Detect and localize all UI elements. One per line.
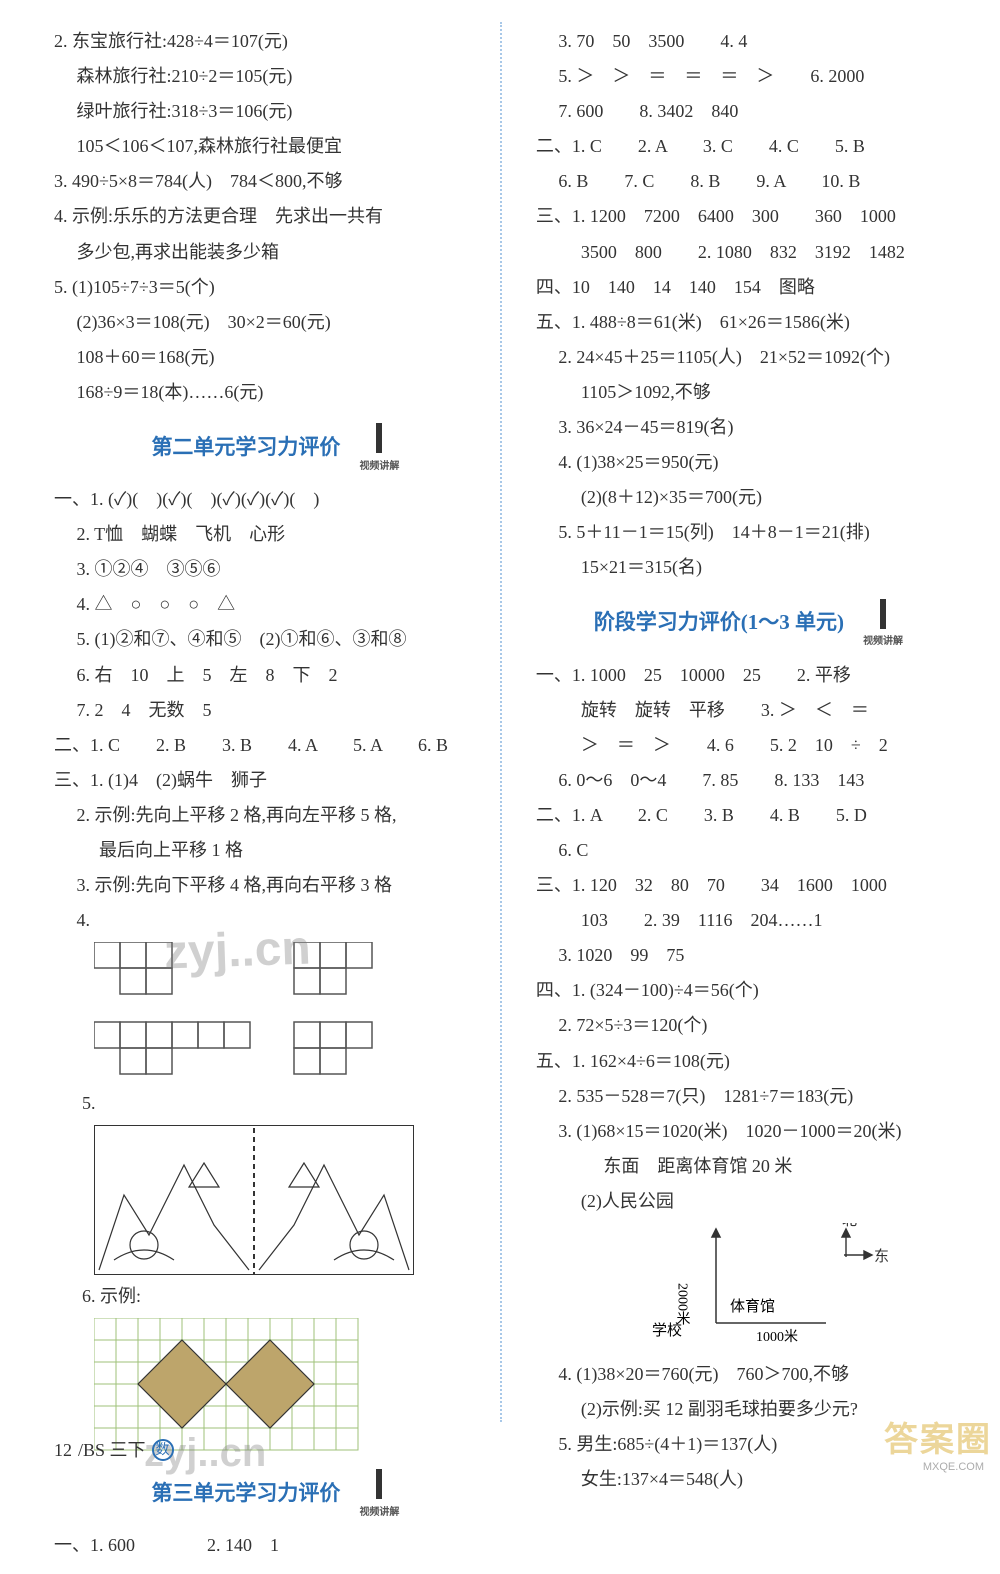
text-line: 6. C — [536, 833, 970, 868]
unit2-title: 第二单元学习力评价 — [151, 427, 340, 468]
text-line: 15×21＝315(名) — [536, 550, 970, 585]
text-line: 6. 0～6 0～4 7. 85 8. 133 143 — [536, 763, 970, 798]
text-line: 168÷9＝18(本)……6(元) — [54, 375, 506, 410]
text-line: 103 2. 39 1116 204……1 — [536, 903, 970, 938]
figure-4-svg — [94, 942, 394, 1082]
text-line: 旋转 旋转 平移 3. ＞ ＜ ＝ — [536, 693, 970, 728]
text-line: 108＋60＝168(元) — [54, 340, 506, 375]
text-line: 一、1. (✓)( )(✓)( )(✓)(✓)(✓)( ) — [54, 482, 506, 517]
text-line: 四、10 140 14 140 154 图略 — [536, 270, 970, 305]
map-gym: 体育馆 — [730, 1298, 775, 1315]
svg-text:M: M — [246, 1125, 262, 1127]
brand-url: MXQE.COM — [923, 1457, 984, 1478]
text-line: 最后向上平移 1 格 — [54, 833, 506, 868]
text-line: 3. 1020 99 75 — [536, 938, 970, 973]
map-svg: 2000米 1000米 体育馆 学校 北 东 — [646, 1223, 906, 1353]
text-line: 3. 示例:先向下平移 4 格,再向右平移 3 格 — [54, 868, 506, 903]
text-line: 7. 2 4 无数 5 — [54, 693, 506, 728]
qr-icon: 视频讲解 — [350, 418, 408, 476]
text-line: 2. 24×45＋25＝1105(人) 21×52＝1092(个) — [536, 340, 970, 375]
text-line: 5. (1)105÷7÷3＝5(个) — [54, 270, 506, 305]
text-line: 三、1. (1)4 (2)蜗牛 狮子 — [54, 763, 506, 798]
unit3-block: 一、1. 600 2. 140 1 — [54, 1528, 506, 1563]
text-line: 2. 535－528＝7(只) 1281÷7＝183(元) — [536, 1079, 970, 1114]
svg-text:北: 北 — [842, 1223, 857, 1229]
unit3-title: 第三单元学习力评价 — [151, 1473, 340, 1514]
text-line: 3. ①②④ ③⑤⑥ — [54, 552, 506, 587]
page-number: 12 — [54, 1433, 72, 1468]
q5-label: 5. — [54, 1086, 506, 1121]
unit2-title-row: 第二单元学习力评价 视频讲解 — [54, 418, 506, 476]
left-column: 2. 东宝旅行社:428÷4＝107(元) 森林旅行社:210÷2＝105(元)… — [54, 24, 506, 1564]
text-line: (2)(8＋12)×35＝700(元) — [536, 480, 970, 515]
text-line: 2. T恤 蝴蝶 飞机 心形 — [54, 517, 506, 552]
stage-block: 一、1. 1000 25 10000 25 2. 平移 旋转 旋转 平移 3. … — [536, 658, 970, 1220]
map-dist2: 1000米 — [756, 1329, 798, 1345]
left-pre-block: 2. 东宝旅行社:428÷4＝107(元) 森林旅行社:210÷2＝105(元)… — [54, 24, 506, 410]
text-line: 3. 70 50 3500 4. 4 — [536, 24, 970, 59]
footer-circle-icon: 数 — [152, 1439, 174, 1461]
figure-4-grid — [94, 942, 506, 1082]
text-line: 3. 36×24－45＝819(名) — [536, 410, 970, 445]
text-line: 3. (1)68×15＝1020(米) 1020－1000＝20(米) — [536, 1114, 970, 1149]
text-line: 绿叶旅行社:318÷3＝106(元) — [54, 94, 506, 129]
text-line: 2. 东宝旅行社:428÷4＝107(元) — [54, 24, 506, 59]
text-line: 6. B 7. C 8. B 9. A 10. B — [536, 164, 970, 199]
figure-5-mirror: M N — [94, 1125, 506, 1275]
text-line: 5. ＞ ＞ ＝ ＝ ＝ ＞ 6. 2000 — [536, 59, 970, 94]
text-line: 五、1. 488÷8＝61(米) 61×26＝1586(米) — [536, 305, 970, 340]
text-line: 东面 距离体育馆 20 米 — [536, 1149, 970, 1184]
qr-icon: 视频讲解 — [854, 594, 912, 652]
page-code: /BS 三下 — [78, 1433, 146, 1468]
text-line: 一、1. 1000 25 10000 25 2. 平移 — [536, 658, 970, 693]
text-line: 四、1. (324－100)÷4＝56(个) — [536, 973, 970, 1008]
text-line: 3. 490÷5×8＝784(人) 784＜800,不够 — [54, 164, 506, 199]
text-line: 五、1. 162×4÷6＝108(元) — [536, 1044, 970, 1079]
page-footer: 12 /BS 三下 数 — [54, 1433, 174, 1468]
qr-icon: 视频讲解 — [350, 1464, 408, 1522]
text-line: ＞ ＝ ＞ 4. 6 5. 2 10 ÷ 2 — [536, 728, 970, 763]
text-line: 二、1. C 2. B 3. B 4. A 5. A 6. B — [54, 728, 506, 763]
right-top-block: 3. 70 50 3500 4. 4 5. ＞ ＞ ＝ ＝ ＝ ＞ 6. 200… — [536, 24, 970, 586]
text-line: (2)人民公园 — [536, 1184, 970, 1219]
text-line: 4. △ ○ ○ ○ △ — [54, 587, 506, 622]
text-line: 森林旅行社:210÷2＝105(元) — [54, 59, 506, 94]
text-line: 4. — [54, 903, 506, 938]
unit2-block: 一、1. (✓)( )(✓)( )(✓)(✓)(✓)( ) 2. T恤 蝴蝶 飞… — [54, 482, 506, 938]
map-diagram: 2000米 1000米 体育馆 学校 北 东 — [646, 1223, 970, 1353]
text-line: 三、1. 1200 7200 6400 300 360 1000 — [536, 199, 970, 234]
text-line: 2. 72×5÷3＝120(个) — [536, 1008, 970, 1043]
text-line: 4. (1)38×20＝760(元) 760＞700,不够 — [536, 1357, 970, 1392]
map-school: 学校 — [652, 1322, 682, 1339]
text-line: 5. (1)②和⑦、④和⑤ (2)①和⑥、③和⑧ — [54, 622, 506, 657]
map-dist1: 2000米 — [674, 1283, 690, 1325]
text-line: 二、1. C 2. A 3. C 4. C 5. B — [536, 129, 970, 164]
svg-text:东: 东 — [874, 1248, 889, 1265]
stage-title: 阶段学习力评价(1～3 单元) — [594, 602, 844, 643]
page-root: 2. 东宝旅行社:428÷4＝107(元) 森林旅行社:210÷2＝105(元)… — [0, 0, 1000, 1574]
text-line: 3500 800 2. 1080 832 3192 1482 — [536, 235, 970, 270]
text-line: 二、1. A 2. C 3. B 4. B 5. D — [536, 798, 970, 833]
text-line: 7. 600 8. 3402 840 — [536, 94, 970, 129]
right-column: 3. 70 50 3500 4. 4 5. ＞ ＞ ＝ ＝ ＝ ＞ 6. 200… — [518, 24, 970, 1564]
text-line: 1105＞1092,不够 — [536, 375, 970, 410]
text-line: (2)36×3＝108(元) 30×2＝60(元) — [54, 305, 506, 340]
text-line: 4. (1)38×25＝950(元) — [536, 445, 970, 480]
stage-title-row: 阶段学习力评价(1～3 单元) 视频讲解 — [536, 594, 970, 652]
text-line: 6. 右 10 上 5 左 8 下 2 — [54, 658, 506, 693]
text-line: 一、1. 600 2. 140 1 — [54, 1528, 506, 1563]
figure-5-svg: M N — [94, 1125, 414, 1275]
text-line: 5. 5＋11－1＝15(列) 14＋8－1＝21(排) — [536, 515, 970, 550]
text-line: 2. 示例:先向上平移 2 格,再向左平移 5 格, — [54, 798, 506, 833]
text-line: 三、1. 120 32 80 70 34 1600 1000 — [536, 868, 970, 903]
text-line: 4. 示例:乐乐的方法更合理 先求出一共有 — [54, 199, 506, 234]
text-line: 105＜106＜107,森林旅行社最便宜 — [54, 129, 506, 164]
q6-label: 6. 示例: — [54, 1279, 506, 1314]
text-line: 多少包,再求出能装多少箱 — [54, 235, 506, 270]
unit3-title-row: 第三单元学习力评价 视频讲解 — [54, 1464, 506, 1522]
